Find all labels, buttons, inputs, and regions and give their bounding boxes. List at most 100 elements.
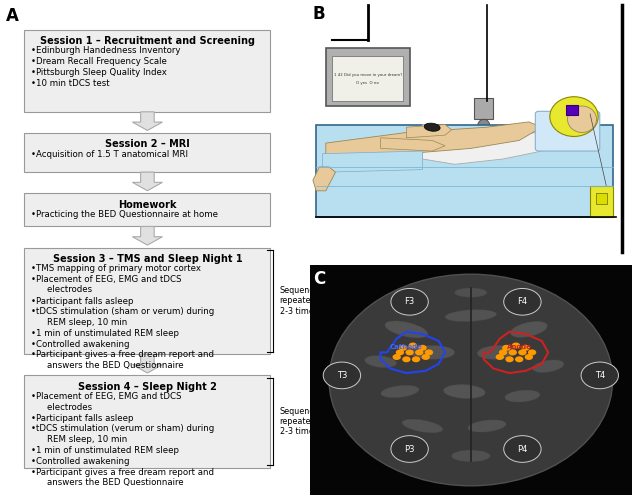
Text: P4: P4 (517, 444, 528, 454)
Text: •: • (30, 296, 35, 306)
Circle shape (509, 350, 517, 356)
Text: 1 42 Did you move in your dream?: 1 42 Did you move in your dream? (334, 73, 402, 77)
Circle shape (418, 345, 427, 351)
Circle shape (518, 350, 526, 356)
Circle shape (392, 354, 401, 360)
Circle shape (425, 350, 433, 356)
Ellipse shape (329, 274, 612, 486)
FancyBboxPatch shape (24, 376, 270, 468)
Circle shape (502, 345, 511, 351)
Text: Session 1 – Recruitment and Screening: Session 1 – Recruitment and Screening (40, 36, 255, 46)
Text: •: • (30, 46, 35, 55)
Text: •: • (30, 457, 35, 466)
Ellipse shape (444, 384, 485, 398)
Text: Dream Recall Frequency Scale: Dream Recall Frequency Scale (37, 57, 167, 66)
Text: •: • (30, 78, 35, 88)
Text: C: C (313, 270, 325, 287)
Circle shape (525, 354, 533, 360)
Ellipse shape (468, 420, 506, 432)
Polygon shape (406, 124, 451, 138)
FancyBboxPatch shape (326, 48, 410, 106)
Polygon shape (133, 112, 162, 130)
Text: •: • (30, 150, 35, 158)
Ellipse shape (505, 390, 540, 402)
Text: Controlled awakening: Controlled awakening (37, 340, 130, 348)
Circle shape (515, 356, 523, 362)
Text: •: • (30, 392, 35, 401)
FancyBboxPatch shape (24, 248, 270, 354)
Circle shape (550, 96, 598, 136)
Text: •: • (30, 424, 35, 434)
Ellipse shape (568, 106, 597, 132)
Text: Participant falls asleep: Participant falls asleep (37, 414, 134, 422)
Circle shape (504, 436, 541, 462)
Text: Acquisition of 1.5 T anatomical MRI: Acquisition of 1.5 T anatomical MRI (37, 150, 188, 158)
Ellipse shape (410, 346, 455, 360)
Polygon shape (313, 167, 336, 191)
Circle shape (521, 345, 530, 351)
Text: •: • (30, 264, 35, 273)
FancyBboxPatch shape (24, 193, 270, 226)
Polygon shape (422, 124, 551, 164)
Text: Sequence
repeated
2-3 times: Sequence repeated 2-3 times (279, 286, 319, 316)
Text: P3: P3 (404, 444, 415, 454)
Circle shape (323, 362, 361, 388)
Text: Pittsburgh Sleep Quality Index: Pittsburgh Sleep Quality Index (37, 68, 167, 76)
Text: •: • (30, 350, 35, 360)
Text: •: • (30, 210, 35, 219)
Circle shape (528, 350, 537, 356)
Text: Practicing the BED Questionnaire at home: Practicing the BED Questionnaire at home (37, 210, 218, 219)
Circle shape (422, 354, 430, 360)
Ellipse shape (455, 288, 487, 297)
Circle shape (391, 288, 428, 315)
Text: Participant gives a free dream report and
    answers the BED Questionnaire: Participant gives a free dream report an… (37, 350, 214, 370)
Ellipse shape (477, 346, 516, 360)
Text: F4: F4 (518, 298, 528, 306)
Polygon shape (133, 354, 162, 373)
Text: B: B (313, 6, 325, 24)
Text: •: • (30, 68, 35, 76)
Polygon shape (133, 172, 162, 191)
FancyBboxPatch shape (474, 98, 494, 119)
Circle shape (391, 436, 428, 462)
FancyBboxPatch shape (316, 124, 612, 218)
Ellipse shape (381, 386, 419, 398)
Text: 1 min of unstimulated REM sleep: 1 min of unstimulated REM sleep (37, 329, 179, 338)
Bar (566, 105, 578, 116)
Text: 10 min tDCS test: 10 min tDCS test (37, 78, 110, 88)
Text: F3: F3 (404, 298, 415, 306)
Circle shape (512, 342, 520, 348)
FancyBboxPatch shape (24, 133, 270, 172)
Circle shape (504, 288, 541, 315)
Text: Session 2 – MRI: Session 2 – MRI (105, 140, 190, 149)
Circle shape (405, 350, 414, 356)
Text: Placement of EEG, EMG and tDCS
    electrodes: Placement of EEG, EMG and tDCS electrode… (37, 392, 182, 411)
Circle shape (399, 345, 408, 351)
Ellipse shape (451, 450, 490, 462)
Text: •: • (30, 329, 35, 338)
Circle shape (495, 354, 504, 360)
Text: A: A (6, 8, 19, 26)
Text: tDCS stimulation (verum or sham) during
    REM sleep, 10 min: tDCS stimulation (verum or sham) during … (37, 424, 215, 444)
Ellipse shape (424, 123, 440, 132)
Circle shape (499, 350, 507, 356)
Ellipse shape (402, 419, 443, 433)
Text: •: • (30, 414, 35, 422)
Ellipse shape (477, 119, 490, 135)
Text: tDCS stimulation (sham or verum) during
    REM sleep, 10 min: tDCS stimulation (sham or verum) during … (37, 308, 215, 326)
Text: Participant gives a free dream report and
    answers the BED Questionnaire: Participant gives a free dream report an… (37, 468, 214, 487)
Circle shape (415, 350, 423, 356)
Bar (332, 56, 403, 100)
Text: •: • (30, 57, 35, 66)
Circle shape (409, 342, 417, 348)
Text: •: • (30, 468, 35, 476)
Circle shape (396, 350, 404, 356)
Circle shape (412, 356, 420, 362)
Ellipse shape (533, 360, 564, 372)
Text: •: • (30, 308, 35, 316)
Text: Controlled awakening: Controlled awakening (37, 457, 130, 466)
Polygon shape (322, 151, 422, 172)
FancyBboxPatch shape (24, 30, 270, 112)
Text: T3: T3 (337, 371, 347, 380)
Text: •: • (30, 340, 35, 348)
